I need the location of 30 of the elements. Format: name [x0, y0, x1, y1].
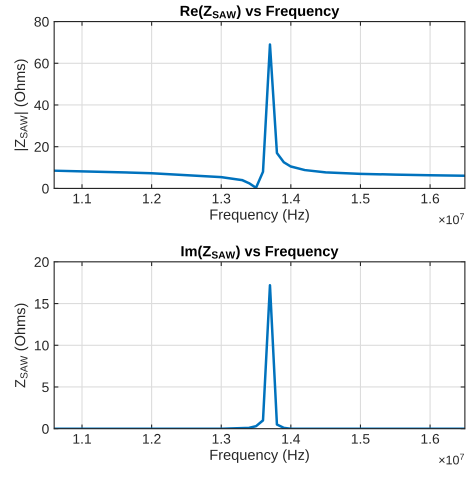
x-tick-label: 1.5	[352, 194, 370, 204]
x-axis-title: Frequency (Hz)	[210, 449, 309, 463]
text: ×10$^{7}$	[439, 454, 464, 464]
y-tick-label: 20	[34, 257, 49, 268]
y-tick-label: 0	[42, 184, 49, 194]
x-tick-label: 1.4	[282, 194, 300, 204]
y-tick-label: 5	[42, 382, 49, 392]
y-tick-label: 10	[34, 340, 49, 350]
x-tick-label: 1.6	[421, 434, 440, 444]
x-tick-label: 1.4	[282, 434, 300, 444]
x-tick-label: 1.1	[73, 194, 91, 204]
chart-title: Re(Z$_{SAW}$) vs Frequency	[180, 5, 340, 19]
x-tick-label: 1.1	[73, 434, 91, 444]
y-tick-label: 0	[42, 424, 49, 434]
y-tick-label: 80	[34, 16, 49, 27]
y-tick-label: 60	[34, 58, 49, 68]
chart-title: Im(Z$_{SAW}$) vs Frequency	[181, 246, 338, 260]
x-tick-label: 1.3	[212, 194, 230, 204]
x-tick-label: 1.6	[421, 194, 440, 204]
x-tick-label: 1.5	[352, 434, 370, 444]
x-tick-label: 1.3	[212, 434, 230, 444]
y-axis-title: Z$_{SAW}$ (Ohms)	[14, 304, 28, 388]
y-tick-label: 40	[34, 100, 49, 110]
x-tick-label: 1.2	[143, 434, 161, 444]
y-axis-title: |Z$_{SAW}$| (Ohms)	[14, 60, 28, 150]
x-axis-title: Frequency (Hz)	[210, 209, 309, 223]
text: ×10$^{7}$	[439, 213, 464, 224]
y-tick-label: 20	[34, 142, 49, 152]
x-tick-label: 1.2	[143, 194, 161, 204]
y-tick-label: 15	[34, 299, 49, 309]
